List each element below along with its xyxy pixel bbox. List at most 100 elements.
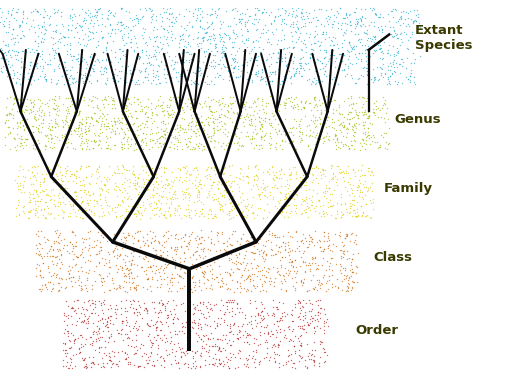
- Point: [367, 134, 375, 140]
- Point: [76, 332, 84, 338]
- Point: [339, 98, 348, 104]
- Point: [239, 208, 247, 214]
- Point: [70, 127, 78, 133]
- Point: [273, 49, 282, 55]
- Point: [46, 144, 54, 151]
- Point: [269, 264, 278, 270]
- Point: [185, 66, 194, 72]
- Point: [33, 197, 41, 204]
- Point: [306, 207, 314, 214]
- Point: [287, 311, 295, 317]
- Point: [84, 207, 93, 213]
- Point: [251, 116, 259, 122]
- Point: [128, 70, 136, 76]
- Point: [165, 10, 173, 16]
- Point: [219, 345, 227, 351]
- Point: [336, 59, 344, 65]
- Point: [291, 287, 299, 293]
- Point: [226, 207, 234, 213]
- Point: [179, 275, 187, 281]
- Point: [131, 211, 139, 217]
- Point: [63, 144, 71, 150]
- Point: [4, 58, 12, 64]
- Point: [51, 133, 59, 139]
- Point: [28, 46, 36, 52]
- Point: [129, 275, 137, 281]
- Point: [285, 202, 293, 208]
- Point: [210, 36, 218, 43]
- Point: [81, 285, 90, 291]
- Point: [116, 214, 124, 220]
- Point: [68, 171, 76, 177]
- Point: [196, 11, 204, 17]
- Point: [133, 115, 141, 121]
- Point: [410, 20, 418, 26]
- Point: [223, 211, 231, 217]
- Point: [289, 45, 297, 51]
- Point: [115, 130, 123, 136]
- Point: [302, 329, 310, 335]
- Point: [277, 278, 285, 285]
- Point: [169, 118, 178, 124]
- Point: [174, 360, 182, 366]
- Point: [60, 34, 68, 40]
- Point: [91, 52, 99, 58]
- Point: [231, 63, 239, 69]
- Point: [288, 33, 296, 40]
- Point: [229, 109, 237, 115]
- Point: [285, 44, 293, 50]
- Point: [120, 104, 129, 111]
- Point: [116, 56, 124, 62]
- Point: [141, 40, 150, 46]
- Point: [104, 314, 113, 320]
- Point: [322, 267, 330, 273]
- Point: [328, 23, 336, 30]
- Point: [79, 17, 87, 23]
- Point: [188, 324, 197, 330]
- Point: [100, 180, 108, 187]
- Point: [215, 200, 223, 206]
- Point: [237, 334, 245, 341]
- Point: [205, 23, 213, 29]
- Point: [212, 255, 221, 262]
- Point: [63, 330, 72, 336]
- Point: [130, 323, 138, 329]
- Point: [155, 308, 163, 314]
- Point: [63, 350, 71, 356]
- Point: [154, 144, 162, 150]
- Point: [363, 61, 371, 67]
- Point: [395, 15, 403, 22]
- Point: [165, 204, 173, 210]
- Point: [353, 209, 361, 215]
- Point: [302, 187, 310, 194]
- Point: [296, 353, 304, 359]
- Point: [28, 73, 36, 79]
- Point: [337, 22, 345, 28]
- Point: [98, 35, 106, 41]
- Point: [123, 23, 132, 30]
- Point: [336, 247, 345, 253]
- Point: [130, 172, 138, 178]
- Point: [299, 54, 307, 60]
- Point: [51, 49, 59, 55]
- Point: [93, 237, 101, 243]
- Point: [185, 233, 194, 239]
- Point: [287, 259, 295, 265]
- Point: [73, 253, 81, 260]
- Point: [195, 100, 203, 106]
- Point: [301, 23, 309, 29]
- Point: [222, 179, 230, 185]
- Point: [332, 142, 340, 148]
- Point: [297, 176, 306, 182]
- Point: [30, 187, 38, 193]
- Point: [6, 94, 14, 100]
- Point: [284, 272, 292, 278]
- Point: [311, 312, 319, 318]
- Point: [56, 181, 64, 187]
- Point: [83, 76, 91, 82]
- Point: [343, 189, 351, 195]
- Point: [100, 104, 108, 110]
- Point: [159, 134, 167, 140]
- Point: [76, 45, 84, 51]
- Point: [260, 305, 268, 311]
